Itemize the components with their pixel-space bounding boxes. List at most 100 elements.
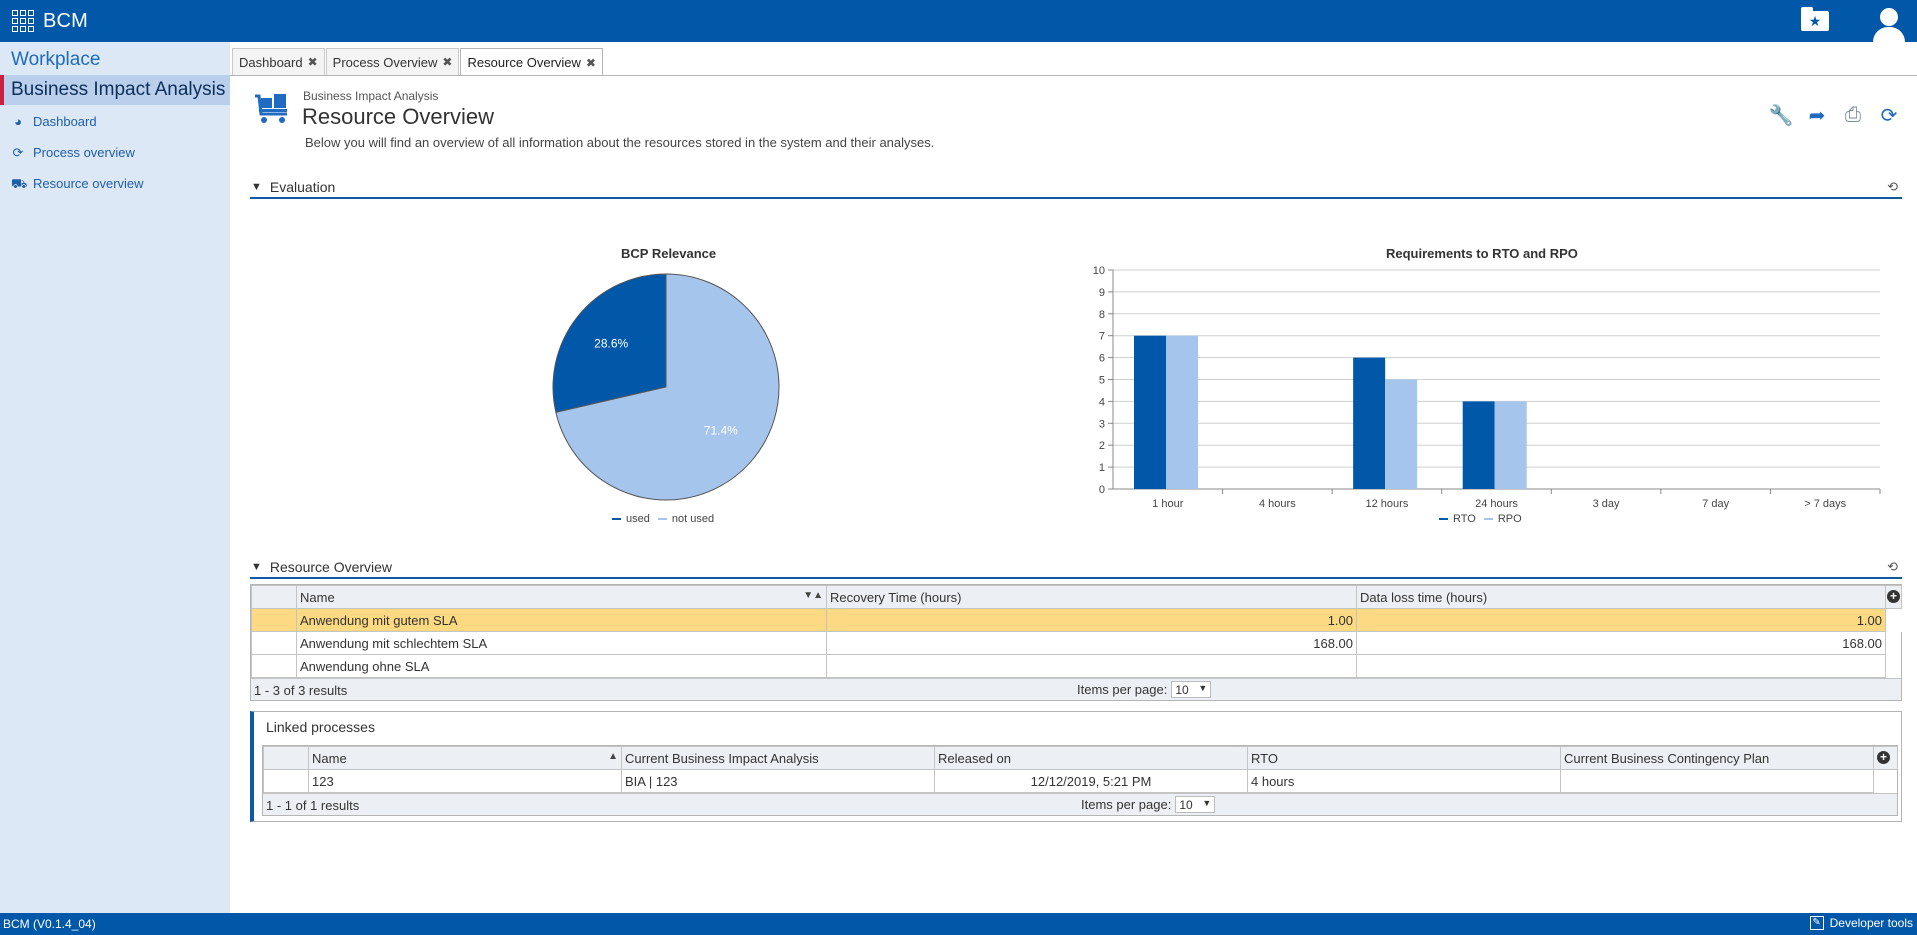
x-tick-label: 3 day <box>1593 498 1620 510</box>
items-per-page-select[interactable]: 10 <box>1175 796 1216 813</box>
tab-process-overview[interactable]: Process Overview ✖ <box>325 48 460 75</box>
x-tick-label: 12 hours <box>1366 498 1409 510</box>
legend-label-used: used <box>626 513 650 525</box>
cell-data-loss-time: 168.00 <box>1356 631 1886 655</box>
items-per-page-label: Items per page: <box>1081 797 1172 812</box>
resource-icon: ⛟ <box>11 175 28 191</box>
sidebar-section-bia[interactable]: Business Impact Analysis <box>0 75 230 105</box>
wrench-icon: ✎ <box>1809 916 1824 930</box>
cell-name: Anwendung mit gutem SLA <box>296 608 827 632</box>
cell-name: Anwendung ohne SLA <box>296 654 827 678</box>
sidebar-item-resource-overview[interactable]: ⛟ Resource overview <box>0 168 230 199</box>
row-select-cell[interactable] <box>251 631 297 655</box>
collapse-triangle-icon[interactable]: ▼ <box>251 181 262 193</box>
cell-name: 123 <box>308 769 622 793</box>
close-icon[interactable]: ✖ <box>307 55 318 69</box>
row-spacer-cell <box>1885 608 1902 632</box>
add-column-header: + <box>1885 585 1902 609</box>
wrench-icon[interactable]: 🔧 <box>1768 104 1794 127</box>
app-title: BCM <box>43 9 89 32</box>
x-tick-label: 24 hours <box>1475 498 1518 510</box>
bar-rto <box>1353 357 1386 489</box>
table-footer: 1 - 1 of 1 results Items per page: 10 <box>263 793 1897 815</box>
bar-legend: RTO RPO <box>1431 513 1522 525</box>
user-icon[interactable] <box>1869 0 1909 42</box>
filter-sort-icon[interactable]: ▼▲ <box>803 589 823 601</box>
tab-label: Dashboard <box>239 54 303 70</box>
close-icon[interactable]: ✖ <box>442 55 453 69</box>
breadcrumb[interactable]: Business Impact Analysis <box>303 89 439 103</box>
column-header-released-on[interactable]: Released on <box>934 746 1248 770</box>
favorites-folder-icon[interactable]: ★ <box>1801 7 1829 31</box>
pie-slice-label: 71.4% <box>704 424 738 438</box>
column-header-name[interactable]: Name ▼▲ <box>296 585 827 609</box>
tab-dashboard[interactable]: Dashboard ✖ <box>232 48 325 75</box>
developer-tools-label: Developer tools <box>1829 916 1913 930</box>
bar-rto <box>1462 401 1495 489</box>
bar-chart: 0 1 2 3 4 5 6 7 8 9 10 1 hour 4 hours 12 hours 24 hour… <box>1093 265 1881 510</box>
print-icon[interactable]: ⎙ <box>1845 103 1861 126</box>
developer-tools-button[interactable]: ✎ Developer tools <box>1809 916 1913 930</box>
pie-chart-title: BCP Relevance <box>621 246 717 261</box>
row-select-cell[interactable] <box>251 608 297 632</box>
column-header-current-bcp[interactable]: Current Business Contingency Plan <box>1560 746 1874 770</box>
close-icon[interactable]: ✖ <box>585 55 596 70</box>
plus-circle-icon[interactable]: + <box>1887 590 1900 603</box>
table-row[interactable]: 123 BIA | 123 12/12/2019, 5:21 PM 4 hour… <box>263 769 1898 793</box>
cell-recovery-time: 168.00 <box>826 631 1357 655</box>
refresh-icon[interactable]: ⟲ <box>1887 179 1898 194</box>
version-label: BCM (V0.1.4_04) <box>3 917 96 931</box>
y-tick-label: 7 <box>1099 331 1105 343</box>
result-count: 1 - 3 of 3 results <box>254 683 348 698</box>
sidebar: Workplace Business Impact Analysis ◕ Das… <box>0 42 230 913</box>
bar-rpo <box>1494 401 1527 489</box>
sidebar-workplace[interactable]: Workplace <box>11 49 101 70</box>
cell-recovery-time <box>826 654 1357 678</box>
row-select-header <box>251 585 297 609</box>
column-header-name[interactable]: Name ▲ <box>308 746 622 770</box>
page-toolbar: 🔧 ➦ ⎙ ⟳ <box>1763 102 1907 128</box>
bar-chart-title: Requirements to RTO and RPO <box>1386 246 1578 261</box>
y-tick-label: 6 <box>1099 353 1105 365</box>
row-select-cell[interactable] <box>251 654 297 678</box>
tab-label: Process Overview <box>332 54 438 70</box>
x-tick-label: 1 hour <box>1152 498 1184 510</box>
evaluation-section-header[interactable]: ▼ Evaluation ⟲ <box>250 177 1902 199</box>
legend-label-rpo: RPO <box>1497 513 1522 525</box>
legend-label-not-used: not used <box>671 513 715 525</box>
tab-resource-overview[interactable]: Resource Overview ✖ <box>460 48 603 76</box>
tab-bar: Dashboard ✖ Process Overview ✖ Resource Ov… <box>232 48 604 76</box>
x-tick-label: 7 day <box>1702 498 1729 510</box>
cell-rto: 4 hours <box>1247 769 1561 793</box>
refresh-icon[interactable]: ⟲ <box>1887 559 1898 574</box>
bar-rpo <box>1166 335 1198 489</box>
items-per-page-select[interactable]: 10 <box>1171 681 1212 698</box>
cell-name: Anwendung mit schlechtem SLA <box>296 631 827 655</box>
y-tick-label: 5 <box>1099 375 1105 387</box>
table-row[interactable]: Anwendung mit schlechtem SLA 168.00 168.… <box>251 631 1902 655</box>
share-icon[interactable]: ➦ <box>1808 104 1826 127</box>
sidebar-item-dashboard[interactable]: ◕ Dashboard <box>0 106 230 137</box>
linked-processes-title: Linked processes <box>266 719 375 735</box>
cell-recovery-time: 1.00 <box>826 608 1357 632</box>
sort-asc-icon[interactable]: ▲ <box>608 750 618 762</box>
column-header-current-bia[interactable]: Current Business Impact Analysis <box>621 746 935 770</box>
cell-bcp <box>1560 769 1874 793</box>
refresh-icon[interactable]: ⟳ <box>1880 104 1898 127</box>
collapse-triangle-icon[interactable]: ▼ <box>251 561 262 573</box>
row-spacer-cell <box>1874 770 1898 793</box>
legend-swatch <box>1483 518 1493 520</box>
table-row[interactable]: Anwendung mit gutem SLA 1.00 1.00 <box>251 608 1902 632</box>
column-header-data-loss-time[interactable]: Data loss time (hours) <box>1356 585 1886 609</box>
x-tick-label: > 7 days <box>1804 498 1846 510</box>
resource-table: Name ▼▲ Recovery Time (hours) Data loss t… <box>250 584 1902 701</box>
table-row[interactable]: Anwendung ohne SLA <box>251 654 1902 678</box>
plus-circle-icon[interactable]: + <box>1877 751 1890 764</box>
resource-overview-section-header[interactable]: ▼ Resource Overview ⟲ <box>250 557 1902 579</box>
row-select-cell[interactable] <box>263 769 309 793</box>
result-count: 1 - 1 of 1 results <box>266 798 360 813</box>
app-launcher-icon[interactable] <box>12 10 34 32</box>
column-header-recovery-time[interactable]: Recovery Time (hours) <box>826 585 1357 609</box>
column-header-rto[interactable]: RTO <box>1247 746 1561 770</box>
sidebar-item-process-overview[interactable]: ⟳ Process overview <box>0 137 230 168</box>
